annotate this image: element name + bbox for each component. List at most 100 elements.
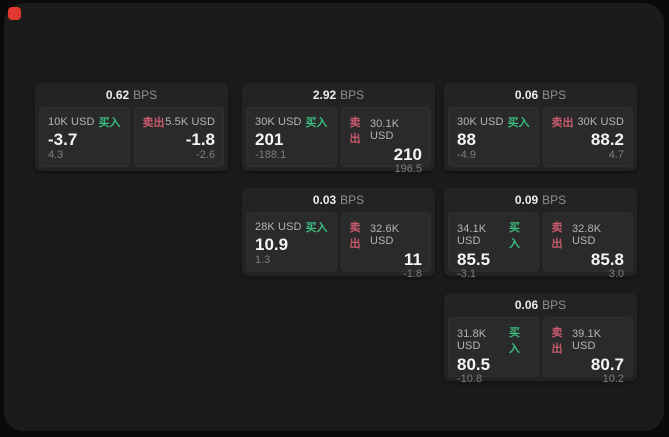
sell-panel-header: 卖出 32.6K USD [350,219,423,251]
buy-panel-header: 30K USD 买入 [457,114,530,130]
sell-side-label: 卖出 [349,117,361,145]
bps-value: 0.62 [105,88,130,102]
quote-column-3: 0.06 BPS 30K USD 买入 88 -4.9 卖出 30K USD [444,83,637,385]
buy-price: 85.5 [457,250,491,269]
sell-amount: 30K USD [577,116,624,128]
buy-side-label: 买入 [98,117,121,129]
buy-side-label: 买入 [305,222,328,234]
sell-side-label: 卖出 [349,222,361,250]
sell-panel-header: 卖出 30.1K USD [350,114,423,146]
quote-card: 0.03 BPS 28K USD 买入 10.9 1.3 卖出 32.6K US… [242,188,435,280]
buy-price: -3.7 [48,130,78,149]
sell-side-label: 卖出 [551,222,563,250]
bps-value: 2.92 [312,88,337,102]
sell-amount: 32.8K USD [571,223,602,247]
buy-panel-header: 30K USD 买入 [255,114,328,130]
sell-panel-header: 卖出 30K USD [552,114,625,130]
sell-delta: 3.0 [608,268,624,280]
sell-panel[interactable]: 卖出 5.5K USD -1.8 -2.6 [133,107,224,167]
sell-price: 11 [404,250,422,269]
card-header: 0.06 BPS [448,293,633,317]
card-header: 0.62 BPS [39,83,224,107]
sell-panel[interactable]: 卖出 30.1K USD 210 196.5 [340,107,431,175]
card-header: 0.09 BPS [448,188,633,212]
buy-price: 201 [255,130,284,149]
sell-panel[interactable]: 卖出 30K USD 88.2 4.7 [542,107,633,167]
buy-side-label: 买入 [509,327,521,355]
bps-value: 0.06 [514,88,539,102]
buy-amount: 30K USD [255,116,302,128]
buy-delta: 1.3 [255,254,271,266]
bps-value: 0.03 [312,193,337,207]
bps-unit-label: BPS [133,88,158,102]
quote-card: 0.06 BPS 31.8K USD 买入 80.5 -10.8 卖出 39.1… [444,293,637,385]
quote-column-2: 2.92 BPS 30K USD 买入 201 -188.1 卖出 30.1K … [242,83,435,280]
buy-panel-header: 31.8K USD 买入 [457,324,530,356]
sell-panel[interactable]: 卖出 32.8K USD 85.8 3.0 [542,212,633,280]
card-header: 2.92 BPS [246,83,431,107]
sell-price: 210 [393,145,422,164]
buy-amount: 34.1K USD [457,223,487,247]
buy-panel-header: 10K USD 买入 [48,114,121,130]
sell-amount: 5.5K USD [165,116,215,128]
sell-delta: -2.6 [196,149,215,161]
card-body: 10K USD 买入 -3.7 4.3 卖出 5.5K USD -1.8 -2.… [39,107,224,167]
card-body: 30K USD 买入 88 -4.9 卖出 30K USD 88.2 4.7 [448,107,633,167]
card-body: 28K USD 买入 10.9 1.3 卖出 32.6K USD 11 -1.8 [246,212,431,280]
buy-amount: 10K USD [48,116,95,128]
buy-side-label: 买入 [509,222,521,250]
buy-amount: 28K USD [255,221,302,233]
card-body: 34.1K USD 买入 85.5 -3.1 卖出 32.8K USD 85.8… [448,212,633,280]
buy-panel[interactable]: 10K USD 买入 -3.7 4.3 [39,107,130,167]
bps-value: 0.06 [514,298,539,312]
card-header: 0.03 BPS [246,188,431,212]
sell-panel-header: 卖出 32.8K USD [552,219,625,251]
bps-unit-label: BPS [340,193,365,207]
quote-card: 0.62 BPS 10K USD 买入 -3.7 4.3 卖出 5.5K USD [35,83,228,171]
bps-unit-label: BPS [542,193,567,207]
sell-side-label: 卖出 [551,117,574,129]
sell-amount: 30.1K USD [369,118,400,142]
buy-panel[interactable]: 31.8K USD 买入 80.5 -10.8 [448,317,539,385]
buy-price: 80.5 [457,355,491,374]
buy-delta: -10.8 [457,373,483,385]
quote-card: 0.06 BPS 30K USD 买入 88 -4.9 卖出 30K USD [444,83,637,171]
card-header: 0.06 BPS [448,83,633,107]
buy-panel[interactable]: 34.1K USD 买入 85.5 -3.1 [448,212,539,280]
sell-amount: 32.6K USD [369,223,400,247]
buy-delta: -4.9 [457,149,476,161]
bps-unit-label: BPS [340,88,365,102]
sell-delta: 10.2 [602,373,624,385]
buy-panel[interactable]: 28K USD 买入 10.9 1.3 [246,212,337,272]
bps-unit-label: BPS [542,88,567,102]
quote-column-1: 0.62 BPS 10K USD 买入 -3.7 4.3 卖出 5.5K USD [35,83,228,171]
sell-panel[interactable]: 卖出 32.6K USD 11 -1.8 [340,212,431,280]
sell-panel-header: 卖出 39.1K USD [552,324,625,356]
buy-panel[interactable]: 30K USD 买入 88 -4.9 [448,107,539,167]
bps-value: 0.09 [514,193,539,207]
sell-amount: 39.1K USD [571,328,602,352]
bps-unit-label: BPS [542,298,567,312]
buy-amount: 31.8K USD [457,328,487,352]
sell-price: -1.8 [185,130,215,149]
buy-panel[interactable]: 30K USD 买入 201 -188.1 [246,107,337,167]
sell-side-label: 卖出 [142,117,165,129]
sell-side-label: 卖出 [551,327,563,355]
card-body: 31.8K USD 买入 80.5 -10.8 卖出 39.1K USD 80.… [448,317,633,385]
buy-delta: -188.1 [255,149,287,161]
quote-card: 0.09 BPS 34.1K USD 买入 85.5 -3.1 卖出 32.8K… [444,188,637,280]
sell-price: 88.2 [590,130,624,149]
buy-side-label: 买入 [305,117,328,129]
buy-price: 10.9 [255,235,289,254]
sell-delta: -1.8 [403,268,422,280]
sell-delta: 4.7 [608,149,624,161]
sell-panel-header: 卖出 5.5K USD [143,114,216,130]
sell-price: 80.7 [590,355,624,374]
sell-price: 85.8 [590,250,624,269]
buy-side-label: 买入 [507,117,530,129]
sell-panel[interactable]: 卖出 39.1K USD 80.7 10.2 [542,317,633,385]
card-body: 30K USD 买入 201 -188.1 卖出 30.1K USD 210 1… [246,107,431,175]
buy-panel-header: 28K USD 买入 [255,219,328,235]
buy-panel-header: 34.1K USD 买入 [457,219,530,251]
buy-price: 88 [457,130,476,149]
